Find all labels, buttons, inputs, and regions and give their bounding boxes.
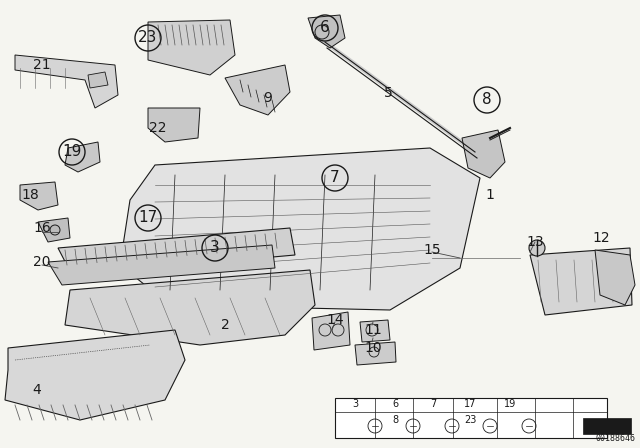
Text: 14: 14	[326, 313, 344, 327]
Text: 13: 13	[526, 235, 544, 249]
Text: 9: 9	[264, 91, 273, 105]
Polygon shape	[308, 15, 345, 48]
Text: 7: 7	[330, 171, 340, 185]
Text: 3: 3	[352, 399, 358, 409]
Text: 18: 18	[21, 188, 39, 202]
Text: 15: 15	[423, 243, 441, 257]
Text: 5: 5	[383, 86, 392, 100]
Polygon shape	[148, 20, 235, 75]
Text: 3: 3	[210, 241, 220, 255]
Polygon shape	[65, 270, 315, 345]
Text: 12: 12	[592, 231, 610, 245]
Polygon shape	[20, 182, 58, 210]
Polygon shape	[120, 148, 480, 310]
Text: 11: 11	[364, 323, 382, 337]
Polygon shape	[355, 342, 396, 365]
FancyBboxPatch shape	[335, 398, 607, 438]
Text: 20: 20	[33, 255, 51, 269]
Text: 1: 1	[486, 188, 495, 202]
Polygon shape	[48, 245, 275, 285]
Circle shape	[50, 225, 60, 235]
Polygon shape	[38, 218, 70, 242]
Text: 21: 21	[33, 58, 51, 72]
Polygon shape	[225, 65, 290, 115]
Text: 16: 16	[33, 221, 51, 235]
Polygon shape	[530, 248, 632, 315]
Text: 6: 6	[320, 21, 330, 35]
Polygon shape	[65, 142, 100, 172]
Polygon shape	[595, 250, 635, 305]
Polygon shape	[15, 55, 118, 108]
Text: 19: 19	[62, 145, 82, 159]
Text: 8: 8	[482, 92, 492, 108]
Text: 2: 2	[221, 318, 229, 332]
FancyBboxPatch shape	[583, 418, 631, 434]
Polygon shape	[360, 320, 390, 342]
Text: 8: 8	[392, 415, 398, 425]
Polygon shape	[462, 130, 505, 178]
Text: 19: 19	[504, 399, 516, 409]
Text: 22: 22	[149, 121, 167, 135]
Polygon shape	[88, 72, 108, 88]
Text: 23: 23	[464, 415, 476, 425]
Text: 00188646: 00188646	[595, 434, 635, 443]
Polygon shape	[148, 108, 200, 142]
Polygon shape	[58, 228, 295, 275]
Text: 4: 4	[33, 383, 42, 397]
Text: 17: 17	[464, 399, 476, 409]
Text: 10: 10	[364, 341, 382, 355]
Polygon shape	[312, 312, 350, 350]
Circle shape	[529, 240, 545, 256]
Text: 7: 7	[430, 399, 436, 409]
Polygon shape	[5, 330, 185, 420]
Text: 17: 17	[138, 211, 157, 225]
Text: 6: 6	[392, 399, 398, 409]
Text: 23: 23	[138, 30, 157, 46]
